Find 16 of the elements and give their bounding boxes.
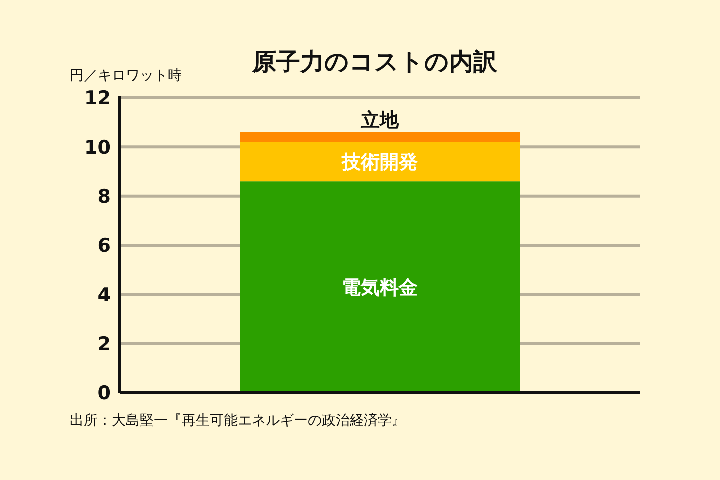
y-tick-label: 8 [98,186,111,208]
y-axis-title: 円／キロワット時 [70,68,182,84]
bar [240,132,520,142]
y-tick-label: 6 [98,235,111,258]
series-label: 立地 [360,109,400,132]
text: 出所：大島堅一『再生可能エネルギーの政治経済学』 [70,413,406,429]
series-label: 技術開発 [341,152,418,174]
y-tick-label: 12 [84,88,111,110]
y-tick-label: 10 [84,136,111,159]
chart-title: 原子力のコストの内訳 [252,48,498,76]
y-tick-label: 4 [98,284,111,306]
y-tick-label: 0 [98,382,111,405]
bar [240,142,520,182]
series-label: 電気料金 [342,276,418,299]
y-tick-label: 2 [98,333,111,356]
bar [240,182,520,393]
